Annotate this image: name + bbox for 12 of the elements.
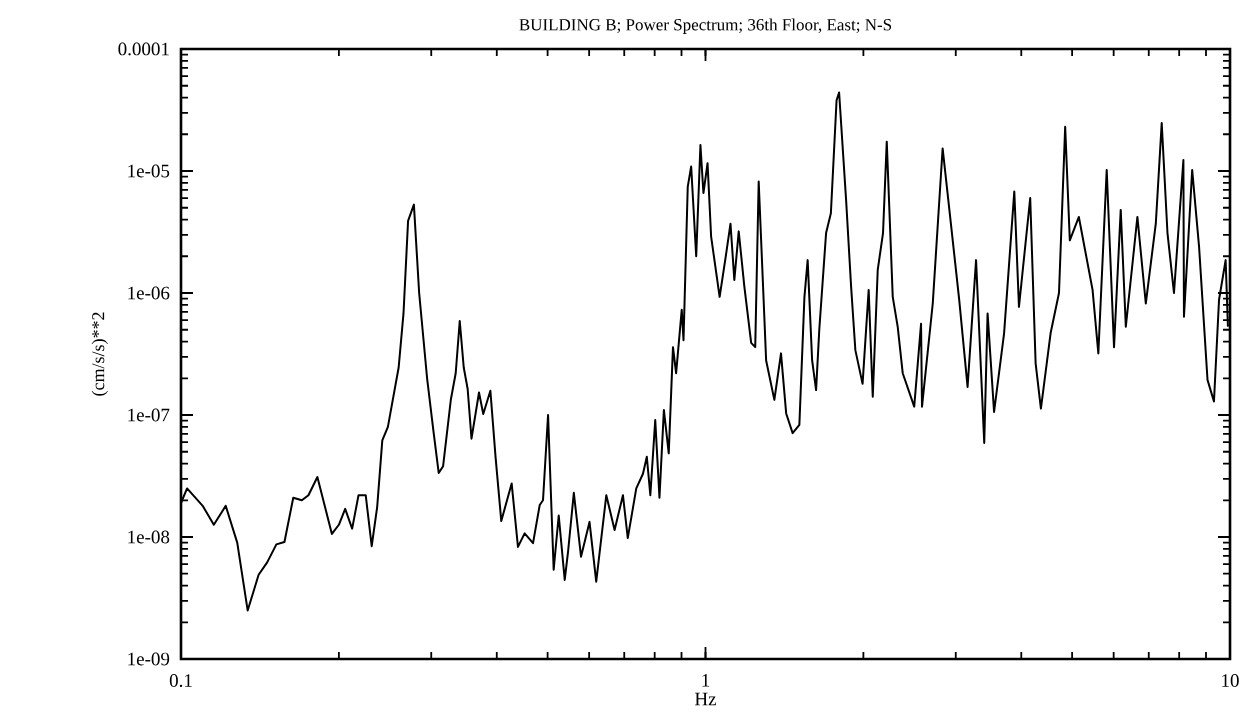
y-tick-label: 1e-07 (128, 408, 170, 422)
x-tick-label: 10 (1222, 674, 1239, 687)
y-tick-label: 1e-06 (128, 286, 170, 300)
y-tick-label: 1e-09 (128, 652, 170, 666)
x-tick-label: 0.1 (169, 674, 192, 687)
y-tick-label: 1e-08 (128, 530, 170, 544)
y-axis-title: (cm/s/s)**2 (91, 312, 108, 396)
x-axis-title: Hz (694, 692, 717, 706)
chart-title: BUILDING B; Power Spectrum; 36th Floor, East; N-S (519, 18, 892, 34)
x-tick-label: 1 (702, 674, 710, 687)
y-tick-label: 1e-05 (128, 164, 170, 178)
y-tick-label: 0.0001 (118, 42, 169, 56)
